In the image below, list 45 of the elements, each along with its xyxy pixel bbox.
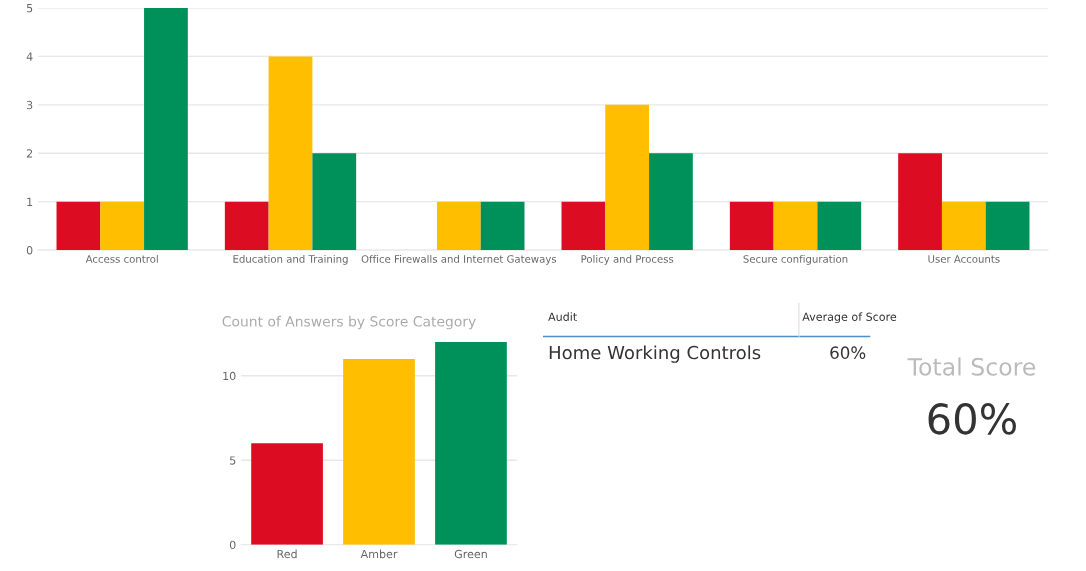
x-tick-label: Amber — [360, 549, 398, 559]
text: 60% — [928, 403, 1016, 435]
x-tick-label: Secure configuration — [743, 254, 848, 265]
y-tick-label: 1 — [27, 197, 33, 206]
x-tick-label: Education and Training — [233, 254, 348, 265]
bar — [436, 201, 481, 251]
bar — [144, 7, 188, 251]
x-tick-label: User Accounts — [928, 255, 1000, 263]
y-tick-label: 10 — [223, 371, 236, 381]
x-tick-label: Green — [454, 549, 487, 559]
y-tick-label: 2 — [26, 149, 33, 158]
text: 60% — [830, 346, 866, 359]
bar — [268, 56, 313, 251]
x-tick-label: Office Firewalls and Internet Gateways — [361, 254, 557, 265]
bar — [729, 201, 774, 251]
x-tick-label: Policy and Process — [581, 254, 674, 265]
chart-title: Count of Answers by Score Category — [222, 315, 476, 330]
text: Audit — [548, 312, 577, 321]
text: Total Score — [907, 357, 1036, 376]
bar — [251, 443, 323, 545]
bar — [343, 358, 415, 545]
text: Home Working Controls — [549, 345, 761, 363]
y-tick-label: 5 — [26, 4, 33, 13]
text: Average of Score — [802, 312, 897, 324]
bar — [480, 201, 525, 251]
bar — [312, 153, 357, 251]
y-tick-label: 4 — [26, 52, 33, 61]
bar — [985, 201, 1030, 251]
bar — [435, 342, 507, 545]
bar — [773, 201, 818, 251]
bar — [224, 201, 269, 251]
x-tick-label: Access control — [85, 254, 158, 263]
bar — [100, 201, 145, 251]
y-tick-label: 0 — [26, 246, 33, 255]
bar — [56, 201, 101, 251]
y-tick-label: 5 — [230, 456, 236, 465]
bar — [605, 104, 650, 251]
bar — [817, 201, 862, 251]
bar — [561, 201, 606, 251]
bar — [941, 201, 986, 251]
y-tick-label: 3 — [26, 100, 33, 110]
bar — [649, 153, 693, 251]
bar — [898, 153, 942, 251]
y-tick-label: 0 — [229, 540, 236, 550]
x-tick-label: Red — [277, 549, 297, 559]
